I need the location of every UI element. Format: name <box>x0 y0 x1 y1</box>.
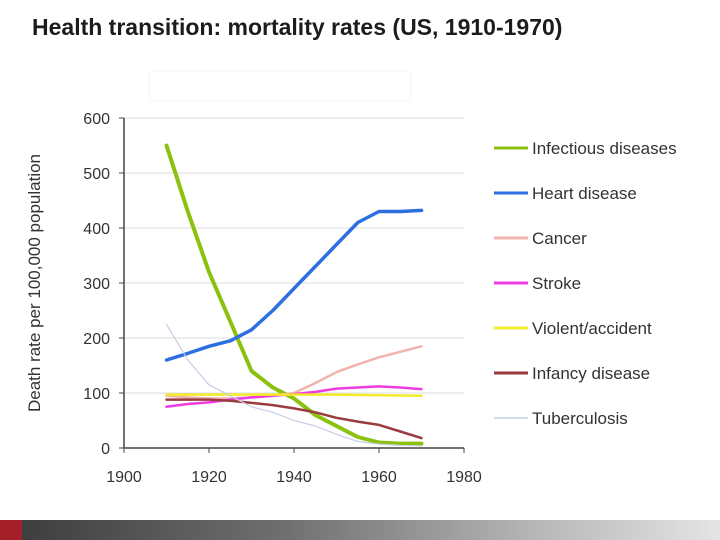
y-tick-label-200: 200 <box>83 331 110 348</box>
x-tick-label-1960: 1960 <box>361 469 397 486</box>
x-tick-label-1920: 1920 <box>191 469 227 486</box>
mortality-line-chart: 1900 1920 1940 1960 1980 0 100 200 300 400 500 600… <box>25 111 677 486</box>
x-tick-label-1940: 1940 <box>276 469 312 486</box>
series-line-cancer <box>165 345 423 400</box>
y-tick-label-100: 100 <box>83 386 110 403</box>
slide-footer-bar <box>0 520 720 540</box>
legend-label-tuberculosis: Tuberculosis <box>532 409 628 428</box>
series-line-violent-accident <box>165 393 423 398</box>
y-axis-label: Death rate per 100,000 population <box>25 154 44 412</box>
x-tick-label-1980: 1980 <box>446 469 482 486</box>
series-line-tuberculosis <box>165 323 423 447</box>
legend-label-heart-disease: Heart disease <box>532 184 637 203</box>
legend-label-violent-accident: Violent/accident <box>532 319 652 338</box>
legend-label-infancy-disease: Infancy disease <box>532 364 650 383</box>
x-axis-ticks: 1900 1920 1940 1960 1980 <box>106 448 482 486</box>
legend-label-infectious-diseases: Infectious diseases <box>532 139 677 158</box>
series-line-infancy-disease <box>165 398 423 440</box>
y-tick-label-0: 0 <box>101 441 110 458</box>
y-tick-label-500: 500 <box>83 166 110 183</box>
series-line-heart-disease <box>164 208 424 362</box>
legend-label-cancer: Cancer <box>532 229 587 248</box>
series-lines <box>164 143 424 447</box>
y-tick-label-400: 400 <box>83 221 110 238</box>
chart-gridlines <box>124 117 464 394</box>
legend-label-stroke: Stroke <box>532 274 581 293</box>
y-tick-label-300: 300 <box>83 276 110 293</box>
series-line-infectious-diseases <box>164 143 424 446</box>
slide-footer-accent <box>0 520 22 540</box>
x-tick-label-1900: 1900 <box>106 469 142 486</box>
chart-legend: Infectious diseases Heart disease Cancer St… <box>494 139 677 428</box>
y-axis-ticks: 0 100 200 300 400 500 600 <box>83 111 124 458</box>
slide-title: Health transition: mortality rates (US, … <box>32 14 563 40</box>
redaction-box <box>150 72 410 100</box>
y-tick-label-600: 600 <box>83 111 110 128</box>
